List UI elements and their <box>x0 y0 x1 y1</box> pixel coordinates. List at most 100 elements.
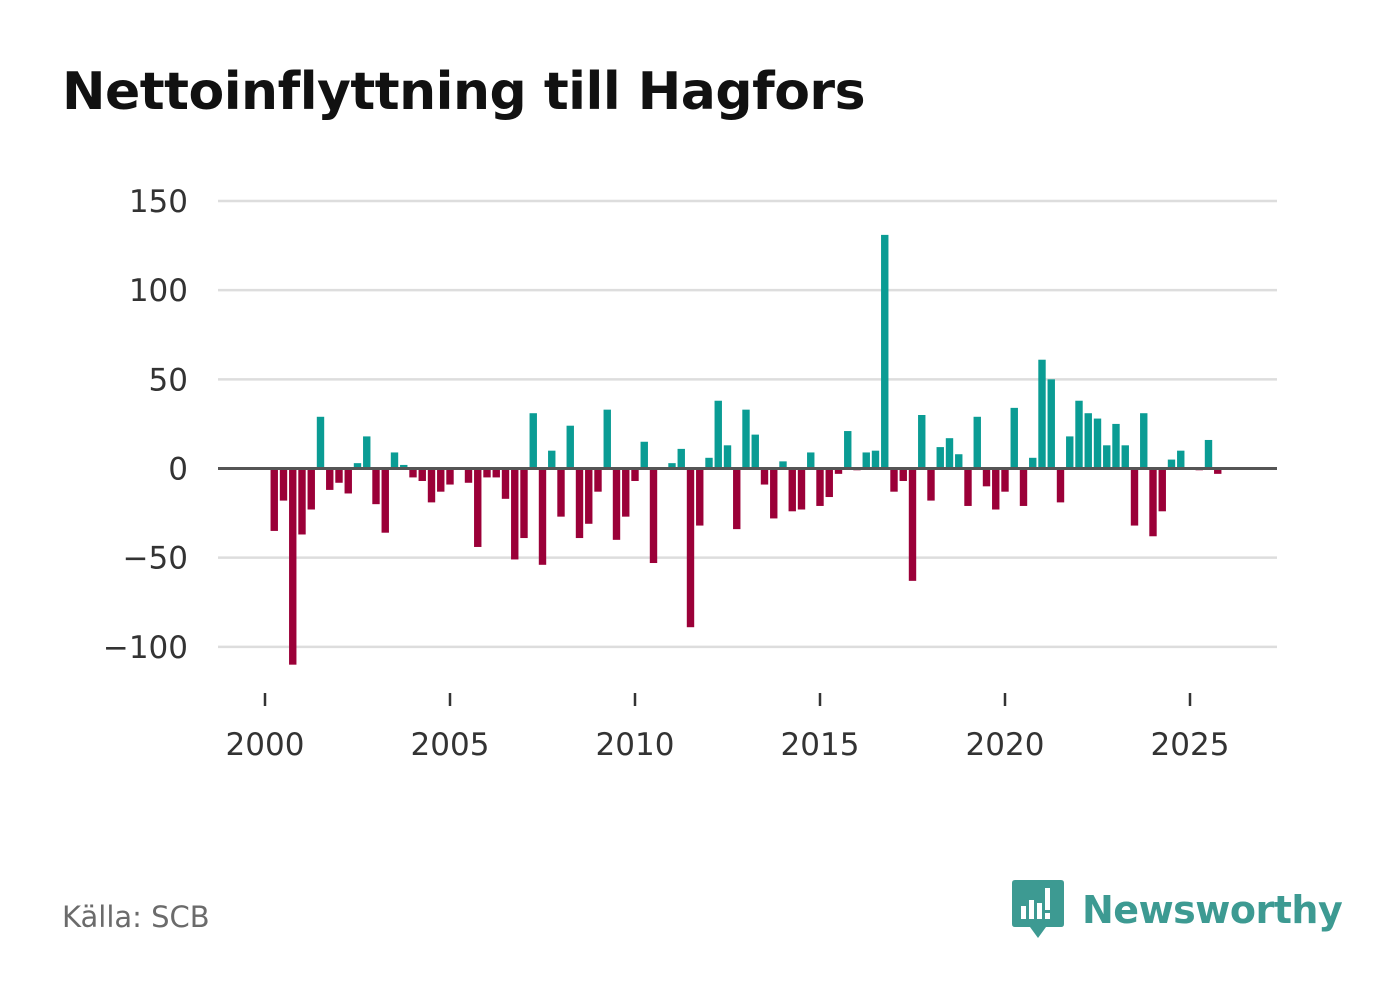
bar-negative <box>344 468 352 494</box>
bar-negative <box>289 468 297 665</box>
bar-positive <box>566 425 574 469</box>
bar-negative <box>1214 468 1222 474</box>
bar-positive <box>316 416 325 469</box>
bar-positive <box>353 463 362 469</box>
brand-name: Newsworthy <box>1082 888 1343 932</box>
bar-positive <box>881 234 889 469</box>
bar-negative <box>1130 468 1139 526</box>
bar-positive <box>945 438 954 469</box>
bar-negative <box>520 468 528 539</box>
bar-positive <box>668 463 676 469</box>
bar-negative <box>427 468 436 503</box>
y-tick-label: 150 <box>129 184 188 220</box>
bar-positive <box>1066 436 1074 469</box>
bar-negative <box>612 468 621 540</box>
bar-negative <box>834 468 843 474</box>
x-tick-label: 2005 <box>411 727 490 763</box>
bar-positive <box>1204 439 1213 469</box>
bar-negative <box>622 468 630 517</box>
bar-positive <box>1093 418 1102 469</box>
bar-positive <box>807 452 815 469</box>
bar-negative <box>797 468 806 510</box>
bar-positive <box>1121 445 1129 469</box>
bar-negative <box>474 468 482 547</box>
bar-negative <box>733 468 741 530</box>
bar-negative <box>483 468 491 478</box>
bar-positive <box>548 450 556 469</box>
bar-negative <box>326 468 334 490</box>
bar-positive <box>640 441 648 469</box>
bar-negative <box>890 468 898 492</box>
bar-negative <box>927 468 935 501</box>
bar-negative <box>982 468 991 487</box>
bar-negative <box>1019 468 1028 506</box>
bar-positive <box>751 434 759 469</box>
y-tick-label: 100 <box>129 273 188 309</box>
bar-negative <box>788 468 796 512</box>
bar-negative <box>464 468 473 483</box>
bar-positive <box>1010 407 1018 469</box>
bar-negative <box>492 468 500 478</box>
y-tick-label: 0 <box>168 452 188 488</box>
newsworthy-logo-icon <box>1012 880 1064 938</box>
y-tick-label: 50 <box>149 362 188 398</box>
gridlines <box>218 199 1277 649</box>
bar-negative <box>899 468 907 481</box>
bar-negative <box>964 468 972 506</box>
x-tick-label: 2025 <box>1151 727 1230 763</box>
x-tick-label: 2020 <box>966 727 1045 763</box>
bar-positive <box>603 409 611 469</box>
bar-negative <box>649 468 658 564</box>
bar-negative <box>335 468 343 483</box>
bar-negative <box>409 468 417 478</box>
bar-negative <box>760 468 769 485</box>
bar-negative <box>1149 468 1157 537</box>
bar-negative <box>307 468 315 510</box>
bar-positive <box>677 448 685 469</box>
bar-positive <box>844 431 852 469</box>
x-tick-label: 2015 <box>781 727 860 763</box>
bar-positive <box>1140 413 1148 469</box>
bar-negative <box>381 468 389 533</box>
brand-logo[interactable]: Newsworthy <box>1012 880 1343 940</box>
bar-negative <box>446 468 454 485</box>
bar-positive <box>1112 423 1120 469</box>
bar-negative <box>557 468 565 517</box>
y-tick-label: −50 <box>123 541 188 577</box>
source-label: Källa: SCB <box>62 900 210 934</box>
bar-negative <box>298 468 306 535</box>
bar-negative <box>1056 468 1065 503</box>
bar-negative <box>511 468 519 560</box>
bar-negative <box>437 468 445 492</box>
bar-negative <box>575 468 584 539</box>
bar-negative <box>594 468 602 492</box>
bar-positive <box>742 409 750 469</box>
chart-title: Nettoinflyttning till Hagfors <box>62 62 866 122</box>
bar-positive <box>1103 445 1111 469</box>
bar-negative <box>501 468 510 499</box>
bar-negative <box>992 468 1000 510</box>
bar-positive <box>918 415 926 469</box>
bar-negative <box>418 468 426 481</box>
bar-positive <box>1029 457 1037 469</box>
bar-negative <box>538 468 547 565</box>
x-tick-label: 2010 <box>596 727 675 763</box>
bar-positive <box>705 457 713 469</box>
bar-negative <box>585 468 593 524</box>
bar-positive <box>714 400 722 469</box>
bar-positive <box>529 413 537 469</box>
bar-positive <box>363 436 371 469</box>
bar-positive <box>1038 359 1046 469</box>
bar-positive <box>400 464 408 469</box>
bar-positive <box>723 445 732 469</box>
x-tick-label: 2000 <box>226 727 305 763</box>
bar-negative <box>631 468 639 481</box>
bar-positive <box>1167 459 1176 469</box>
y-axis: 150 100 50 0 −50 −100 <box>103 184 188 666</box>
bar-negative <box>686 468 695 628</box>
y-tick-label: −100 <box>103 630 188 666</box>
bar-positive <box>1177 450 1185 469</box>
bar-negative <box>372 468 380 505</box>
bar-negative <box>908 468 917 581</box>
